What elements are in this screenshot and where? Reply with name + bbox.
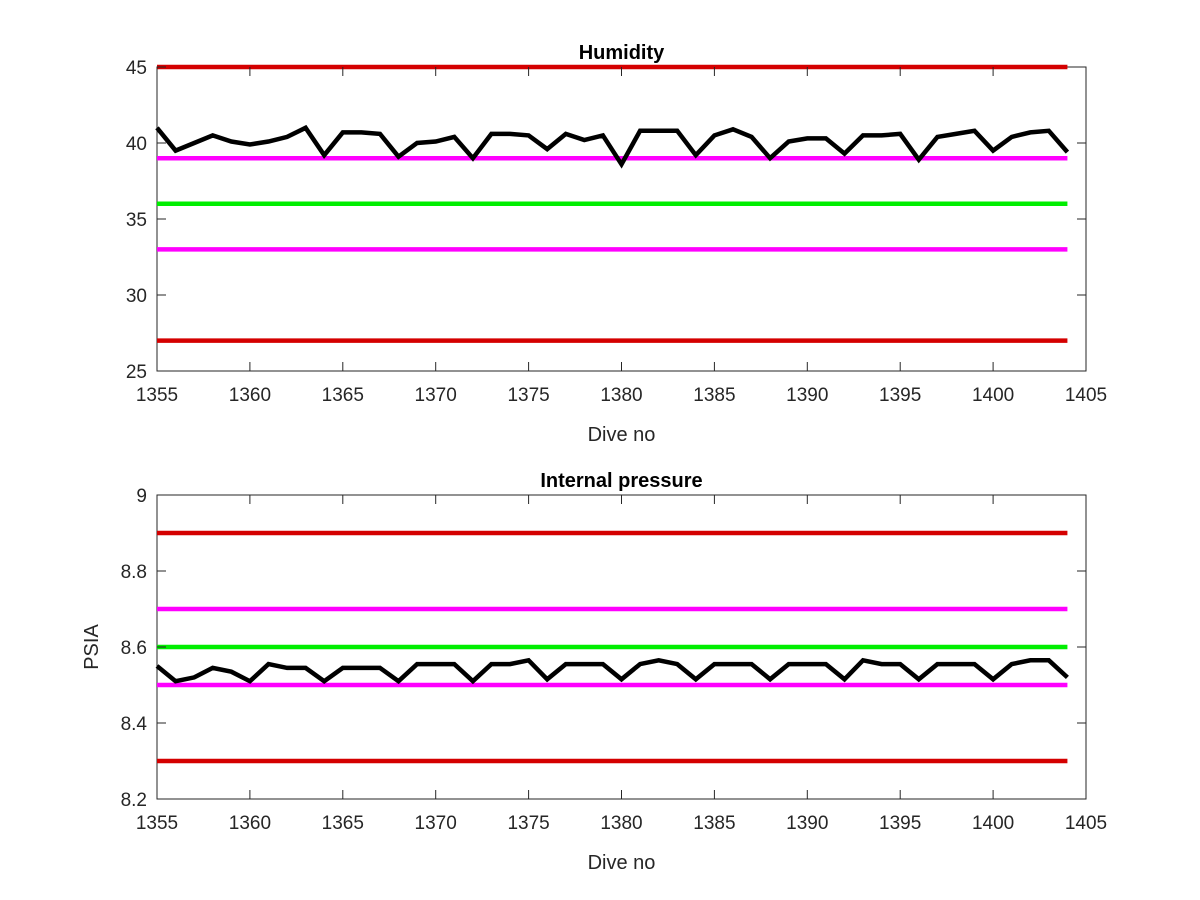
y-tick-label: 8.6 [121, 638, 147, 659]
series-line [155, 124, 1070, 169]
y-tick-label: 30 [126, 286, 147, 307]
x-tick-label: 1405 [1065, 813, 1107, 834]
y-tick-label: 35 [126, 210, 147, 231]
y-tick-label: 45 [126, 58, 147, 79]
x-tick-label: 1375 [507, 813, 549, 834]
x-tick-label: 1400 [972, 813, 1014, 834]
x-tick-label: 1385 [693, 813, 735, 834]
y-tick-label: 9 [136, 486, 147, 507]
y-tick-label: 40 [126, 134, 147, 155]
x-tick-label: 1395 [879, 385, 921, 406]
chart-2: 1355 1360 1365 1370 1375 1380 1385 1390 1395 1400… [81, 470, 1107, 874]
y-tick-label: 8.8 [121, 562, 147, 583]
x-tick-label: 1390 [786, 813, 828, 834]
x-tick-label: 1360 [229, 813, 271, 834]
x-tick-label: 1375 [507, 385, 549, 406]
x-tick-label: 1365 [322, 813, 364, 834]
series-line [155, 657, 1069, 685]
x-tick-label: 1380 [600, 813, 642, 834]
x-tick-label: 1355 [136, 813, 178, 834]
x-tick-label: 1395 [879, 813, 921, 834]
y-tick-label: 8.4 [121, 714, 148, 735]
x-tick-label: 1385 [693, 385, 735, 406]
x-tick-label: 1400 [972, 385, 1014, 406]
x-axis-label: Dive no [588, 424, 656, 446]
x-axis-label: Dive no [588, 852, 656, 874]
x-tick-label: 1390 [786, 385, 828, 406]
x-tick-label: 1405 [1065, 385, 1107, 406]
chart-title: Internal pressure [540, 470, 702, 492]
y-tick-label: 25 [126, 362, 147, 383]
x-tick-label: 1370 [415, 813, 457, 834]
axes-box [156, 66, 1087, 372]
chart-1: 1355 1360 1365 1370 1375 1380 1385 1390 1395 1400… [126, 42, 1107, 446]
x-tick-label: 1365 [322, 385, 364, 406]
x-tick-label: 1360 [229, 385, 271, 406]
x-tick-label: 1370 [415, 385, 457, 406]
x-tick-label: 1380 [600, 385, 642, 406]
y-axis-label: PSIA [81, 624, 103, 670]
x-tick-label: 1355 [136, 385, 178, 406]
y-tick-label: 8.2 [121, 790, 147, 811]
chart-title: Humidity [579, 42, 665, 64]
